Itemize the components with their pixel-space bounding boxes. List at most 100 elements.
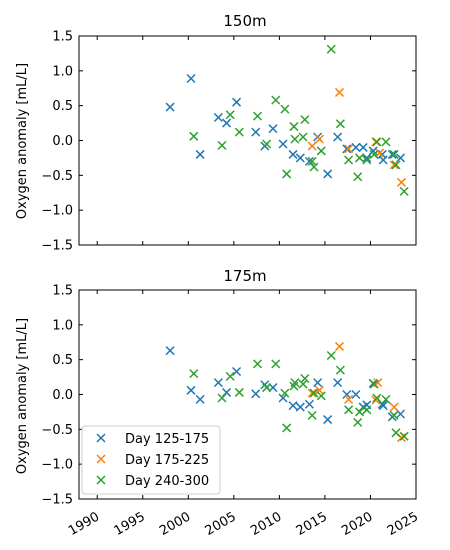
- data-point-series-1: [307, 141, 317, 151]
- data-point-series-2: [372, 393, 382, 403]
- data-point-series-0: [378, 155, 388, 165]
- data-point-series-2: [225, 371, 235, 381]
- data-point-series-0: [323, 415, 333, 425]
- data-point-series-0: [278, 393, 288, 403]
- data-point-series-0: [268, 124, 278, 134]
- data-point-series-0: [342, 144, 352, 154]
- data-point-series-2: [307, 156, 317, 166]
- y-tick-label: −1.0: [41, 204, 73, 219]
- data-point-series-0: [251, 389, 261, 399]
- data-point-series-2: [389, 149, 399, 159]
- legend-label: Day 175-225: [125, 453, 209, 468]
- panel-title: 175m: [223, 267, 266, 285]
- data-point-series-1: [314, 385, 324, 395]
- y-tick-label: 0.5: [52, 99, 73, 114]
- data-point-series-2: [282, 423, 292, 433]
- data-point-series-0: [304, 399, 314, 409]
- data-point-series-2: [353, 417, 363, 427]
- data-point-series-0: [378, 401, 388, 411]
- data-point-series-1: [396, 177, 406, 187]
- legend-box: [81, 425, 221, 495]
- data-point-series-0: [186, 73, 196, 84]
- legend-marker: [96, 433, 106, 443]
- data-point-series-2: [307, 410, 317, 420]
- data-point-series-0: [288, 401, 298, 411]
- data-point-series-2: [309, 388, 319, 398]
- data-point-series-2: [298, 132, 308, 142]
- data-point-series-2: [335, 119, 345, 129]
- data-point-series-0: [165, 346, 175, 356]
- data-point-series-2: [362, 405, 372, 415]
- data-point-series-1: [389, 160, 399, 170]
- data-point-series-2: [280, 104, 290, 114]
- data-point-series-2: [290, 134, 300, 144]
- legend-label: Day 240-300: [125, 474, 209, 489]
- data-point-series-2: [316, 391, 326, 401]
- data-point-series-0: [323, 169, 333, 179]
- data-point-series-0: [313, 378, 323, 388]
- data-point-series-2: [271, 95, 281, 105]
- data-point-series-2: [381, 394, 391, 404]
- data-point-series-2: [189, 369, 199, 379]
- data-point-series-0: [288, 149, 298, 159]
- data-point-series-2: [234, 387, 244, 397]
- data-point-series-2: [300, 115, 310, 125]
- data-point-series-2: [389, 410, 399, 420]
- data-point-series-1: [344, 144, 354, 154]
- data-point-series-0: [351, 389, 361, 400]
- data-point-series-1: [375, 148, 385, 158]
- points-group: [165, 44, 409, 196]
- data-point-series-0: [232, 366, 242, 377]
- y-tick-label: −0.5: [41, 423, 73, 438]
- data-point-series-2: [354, 407, 365, 417]
- data-point-series-2: [252, 359, 263, 369]
- data-point-series-2: [354, 153, 365, 163]
- data-point-series-2: [399, 431, 409, 441]
- data-point-series-2: [344, 405, 354, 415]
- data-point-series-0: [213, 378, 223, 388]
- y-axis-label: Oxygen anomaly [mL/L]: [15, 63, 30, 219]
- data-point-series-2: [189, 131, 199, 141]
- data-point-series-2: [316, 146, 326, 156]
- data-point-series-0: [333, 132, 343, 142]
- data-point-series-2: [225, 110, 235, 120]
- plot-area-frame: [78, 289, 417, 500]
- y-axis-label: Oxygen anomaly [mL/L]: [15, 318, 30, 474]
- y-tick-label: −1.5: [41, 493, 73, 508]
- data-point-series-0: [165, 102, 175, 112]
- legend-marker-x: [96, 433, 106, 443]
- legend-marker-x: [96, 475, 106, 485]
- data-point-series-2: [282, 169, 292, 179]
- y-tick-label: 1.0: [52, 64, 73, 79]
- data-point-series-1: [389, 402, 399, 412]
- legend-marker-x: [96, 454, 106, 464]
- data-point-series-0: [362, 153, 372, 163]
- data-point-series-2: [280, 388, 290, 398]
- plot-area-frame: [78, 35, 417, 246]
- legend: Day 125-175 Day 175-225 Day 240-300: [81, 425, 221, 495]
- points-group: [165, 341, 409, 443]
- panel-title: 150m: [223, 12, 266, 30]
- data-point-series-2: [217, 140, 227, 150]
- legend-entry-day-240-300: Day 240-300: [96, 474, 209, 489]
- y-tick-label: 0.0: [52, 134, 73, 149]
- data-point-series-0: [395, 153, 406, 163]
- data-point-series-2: [300, 373, 310, 384]
- legend-entry-day-175-225: Day 175-225: [96, 453, 209, 468]
- data-point-series-2: [234, 127, 244, 137]
- data-point-series-2: [344, 155, 354, 165]
- data-point-series-2: [353, 172, 363, 182]
- data-point-series-2: [381, 137, 391, 147]
- y-tick-label: −1.0: [41, 458, 73, 473]
- data-point-series-2: [326, 44, 336, 54]
- y-tick-label: 1.5: [52, 30, 73, 45]
- y-tick-label: −0.5: [41, 169, 73, 184]
- data-point-series-2: [399, 186, 409, 196]
- data-point-series-1: [334, 87, 345, 97]
- data-point-series-1: [371, 395, 381, 405]
- data-point-series-0: [195, 394, 205, 404]
- data-point-series-0: [278, 139, 288, 149]
- data-point-series-1: [307, 388, 317, 398]
